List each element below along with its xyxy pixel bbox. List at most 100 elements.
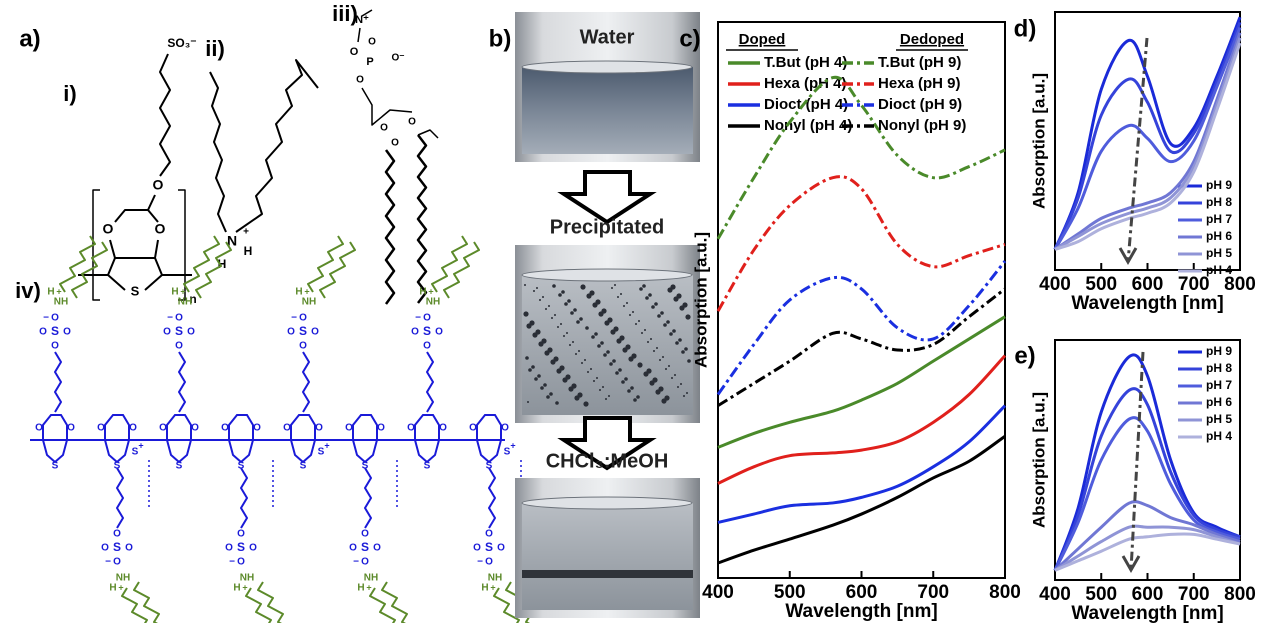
vial-meniscus <box>522 269 692 281</box>
precipitate-particle <box>670 284 675 289</box>
label: a) <box>19 25 40 52</box>
precipitate-particle <box>623 305 625 307</box>
bond <box>489 468 495 528</box>
precipitate-particle <box>638 320 640 322</box>
label: N⁺ <box>355 14 369 26</box>
label: + <box>366 582 371 592</box>
precipitate-particle <box>642 284 646 288</box>
precipitate-particle <box>561 290 565 294</box>
dioxane-ring <box>105 415 129 440</box>
label: + <box>243 227 249 238</box>
label: H <box>109 583 116 594</box>
x-axis-title: Wavelength [nm] <box>785 601 937 622</box>
label: NH <box>302 297 316 308</box>
label: S <box>52 461 59 472</box>
label: O <box>113 529 121 540</box>
precipitate-particle <box>600 341 604 345</box>
precipitate-particle <box>677 386 679 388</box>
legend-header: Dedoped <box>900 31 964 48</box>
precipitate-particle <box>593 380 595 382</box>
label: + <box>490 582 495 592</box>
precipitate-particle <box>686 392 688 394</box>
precipitate-particle <box>551 317 553 319</box>
precipitate-particle <box>675 341 679 345</box>
label: NH <box>178 297 192 308</box>
label: H <box>244 244 253 258</box>
label: O <box>299 341 307 352</box>
bond <box>358 28 360 42</box>
precipitate-particle <box>609 362 613 366</box>
precipitate-particle <box>659 359 661 361</box>
label: O <box>125 543 133 554</box>
precipitate-particle <box>624 377 628 381</box>
precipitate-particle <box>584 359 586 361</box>
precipitate-particle <box>666 320 670 324</box>
x-tick-label: 700 <box>917 582 949 603</box>
precipitate-particle <box>641 332 643 334</box>
label: O <box>237 529 245 540</box>
x-tick-label: 600 <box>846 582 878 603</box>
precipitate-particle <box>680 383 682 385</box>
precipitate-particle <box>549 392 553 396</box>
precipitate-particle <box>615 371 619 375</box>
precipitate-particle <box>543 383 547 387</box>
precipitate-particle <box>618 368 622 372</box>
precipitate-particle <box>614 284 616 286</box>
dioxane-ring <box>229 415 253 440</box>
x-tick-label: 700 <box>1178 274 1210 295</box>
vial-meniscus <box>522 61 692 73</box>
precipitate-particle <box>602 386 604 388</box>
x-tick-label: 600 <box>1132 274 1164 295</box>
label: P <box>366 56 373 68</box>
x-tick-label: 500 <box>774 582 806 603</box>
label: + <box>138 440 143 450</box>
label: − <box>229 557 235 568</box>
precipitate-particle <box>611 287 613 289</box>
precipitate-particle <box>631 353 636 358</box>
precipitate-particle <box>685 314 690 319</box>
precipitate-particle <box>583 401 588 406</box>
precipitate-particle <box>621 380 625 384</box>
bond <box>155 240 192 275</box>
precipitate-particle <box>528 368 532 372</box>
label: O <box>361 557 369 568</box>
label: O <box>315 423 323 434</box>
precipitate-particle <box>682 302 687 307</box>
legend-label: pH 5 <box>1206 246 1232 260</box>
precipitate-particle <box>684 347 688 351</box>
bond <box>55 352 61 412</box>
legend-label: pH 4 <box>1206 429 1232 443</box>
label: + <box>56 286 61 296</box>
x-tick-label: 500 <box>1085 274 1117 295</box>
precipitate-particle <box>646 368 651 373</box>
precipitate-particle <box>539 299 541 301</box>
label: O <box>411 327 419 338</box>
precipitate-particle <box>629 314 631 316</box>
precipitate-particle <box>630 386 634 390</box>
precipitate-particle <box>665 368 667 370</box>
legend-label: Dioct (pH 4) <box>764 96 848 113</box>
bond <box>72 242 107 298</box>
dioxane-ring <box>353 415 377 440</box>
precipitate-particle <box>617 296 619 298</box>
precipitate-particle <box>540 386 544 390</box>
bond <box>432 236 467 292</box>
legend-label: pH 6 <box>1206 395 1232 409</box>
precipitate-particle <box>637 362 642 367</box>
label: O <box>423 341 431 352</box>
label: − <box>477 557 483 568</box>
label: O <box>283 423 291 434</box>
label: − <box>291 313 297 324</box>
panel-label: e) <box>1014 342 1035 369</box>
precipitate-particle <box>524 284 526 286</box>
precipitate-particle <box>597 344 601 348</box>
precipitate-particle <box>591 335 595 339</box>
label: − <box>415 313 421 324</box>
precipitate-particle <box>606 350 610 354</box>
precipitate-particle <box>577 392 582 397</box>
dioxane-ring <box>43 415 67 440</box>
x-axis-title: Wavelength [nm] <box>1071 293 1223 314</box>
label: + <box>324 440 329 450</box>
label: S <box>424 461 431 472</box>
precipitate-particle <box>671 377 673 379</box>
